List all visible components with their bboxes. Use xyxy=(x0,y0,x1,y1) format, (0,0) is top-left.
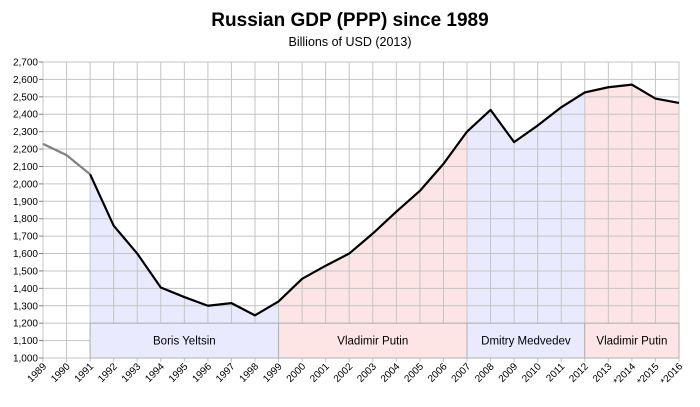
x-tick-label: 1997 xyxy=(214,361,238,385)
y-tick-label: 2,200 xyxy=(13,145,38,156)
y-tick-label: 2,500 xyxy=(13,92,38,103)
y-tick-label: 1,500 xyxy=(13,266,38,277)
chart-title: Russian GDP (PPP) since 1989 xyxy=(211,10,488,31)
x-tick-label: 1998 xyxy=(238,361,262,385)
x-tick-label: 2003 xyxy=(355,361,379,385)
x-tick-label: 1999 xyxy=(261,361,285,385)
x-tick-label: 2007 xyxy=(450,361,474,385)
x-tick-label: 2000 xyxy=(285,361,309,385)
y-tick-label: 2,600 xyxy=(13,75,38,86)
y-tick-label: 1,100 xyxy=(13,336,38,347)
x-tick-label: 1996 xyxy=(190,361,214,385)
y-tick-label: 1,700 xyxy=(13,232,38,243)
y-tick-label: 1,600 xyxy=(13,249,38,260)
x-tick-label: *2015 xyxy=(635,361,662,388)
period-labels: Boris Yeltsin Vladimir Putin Dmitry Medved… xyxy=(90,323,679,358)
y-tick-label: 1,900 xyxy=(13,197,38,208)
x-tick-label: 2012 xyxy=(567,361,591,385)
x-tick-label: *2016 xyxy=(659,361,686,388)
y-tick-label: 1,200 xyxy=(13,319,38,330)
period-label-3: Dmitry Medvedev xyxy=(481,336,571,348)
x-tick-label: 1989 xyxy=(26,361,50,385)
x-tick-label: 1991 xyxy=(73,361,97,385)
x-tick-label: 2011 xyxy=(544,361,567,384)
x-tick-label: 2005 xyxy=(402,361,426,385)
x-tick-label: 1992 xyxy=(96,361,120,385)
period-label-4: Vladimir Putin xyxy=(596,336,667,348)
y-tick-label: 1,400 xyxy=(13,284,38,295)
x-tick-label: 1994 xyxy=(143,361,167,385)
x-tick-label: 2006 xyxy=(426,361,450,385)
period-band-3 xyxy=(467,92,585,358)
y-tick-label: 2,000 xyxy=(13,179,38,190)
y-tick-label: 1,300 xyxy=(13,301,38,312)
x-tick-label: 2002 xyxy=(332,361,356,385)
x-tick-label: 1993 xyxy=(120,361,144,385)
period-label-2: Vladimir Putin xyxy=(337,336,408,348)
x-tick-label: 2008 xyxy=(473,361,497,385)
x-tick-label: *2014 xyxy=(612,361,639,388)
y-tick-label: 2,100 xyxy=(13,162,38,173)
x-tick-label: 1995 xyxy=(167,361,191,385)
x-tick-label: 1990 xyxy=(49,361,73,385)
y-tick-label: 2,300 xyxy=(13,127,38,138)
y-tick-label: 2,400 xyxy=(13,110,38,121)
y-tick-label: 2,700 xyxy=(13,58,38,69)
y-tick-label: 1,000 xyxy=(13,354,38,365)
x-tick-label: 2004 xyxy=(379,361,403,385)
x-tick-label: 2001 xyxy=(308,361,332,385)
chart-subtitle: Billions of USD (2013) xyxy=(289,35,412,49)
x-tick-label: 2009 xyxy=(497,361,521,385)
x-tick-label: 2010 xyxy=(520,361,544,385)
y-tick-label: 1,800 xyxy=(13,214,38,225)
x-tick-label: 2013 xyxy=(591,361,615,385)
period-label-1: Boris Yeltsin xyxy=(153,336,216,348)
